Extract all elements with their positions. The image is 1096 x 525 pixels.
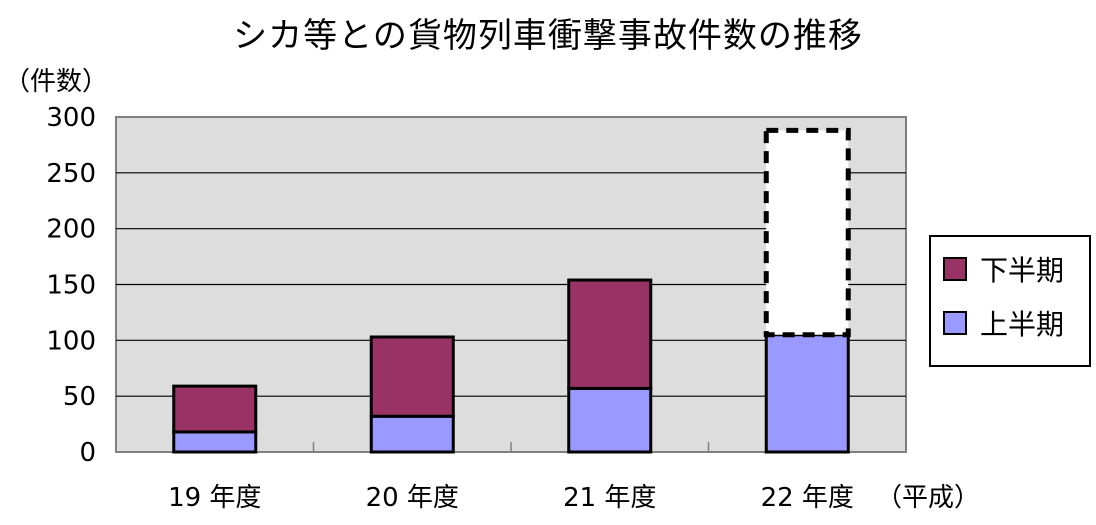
legend-swatch <box>943 311 967 335</box>
bar-segment-first-half <box>567 386 653 454</box>
bar-segment-first-half <box>764 333 850 454</box>
x-category-label: 20 年度 <box>366 483 459 513</box>
y-tick-label: 50 <box>63 382 96 412</box>
bar-segment-second-half <box>172 384 258 434</box>
bar-segment-first-half <box>172 430 258 454</box>
legend-label: 上半期 <box>980 308 1064 341</box>
bar-segment-second-half <box>369 335 455 418</box>
y-tick-label: 0 <box>79 438 96 468</box>
projected-bar-segment <box>763 127 851 338</box>
chart-title: シカ等との貨物列車衝撃事故件数の推移 <box>233 16 863 56</box>
y-tick-label: 300 <box>46 103 96 133</box>
y-tick-label: 100 <box>46 326 96 356</box>
y-tick-label: 250 <box>46 159 96 189</box>
x-category-label: 22 年度 <box>761 483 854 513</box>
x-category-label: 21 年度 <box>563 483 656 513</box>
y-tick-label: 200 <box>46 215 96 245</box>
x-axis-unit-label: （平成） <box>876 483 980 513</box>
legend-swatch <box>943 257 967 281</box>
bar-segment-second-half <box>567 278 653 390</box>
y-axis-unit-label: （件数） <box>4 67 108 97</box>
y-tick-label: 150 <box>46 271 96 301</box>
bar-segment-first-half <box>369 414 455 454</box>
x-category-label: 19 年度 <box>168 483 261 513</box>
legend-label: 下半期 <box>980 254 1064 287</box>
